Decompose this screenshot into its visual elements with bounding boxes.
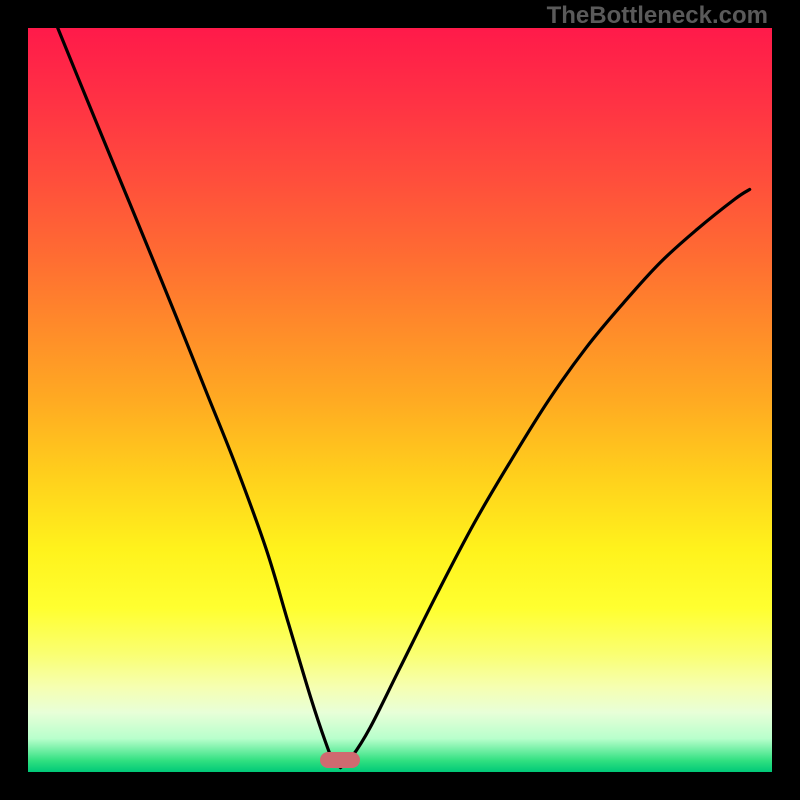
bottleneck-curve — [28, 28, 772, 772]
watermark-text: TheBottleneck.com — [547, 2, 768, 30]
minimum-marker — [320, 752, 360, 768]
chart-outer: TheBottleneck.com — [0, 0, 800, 800]
